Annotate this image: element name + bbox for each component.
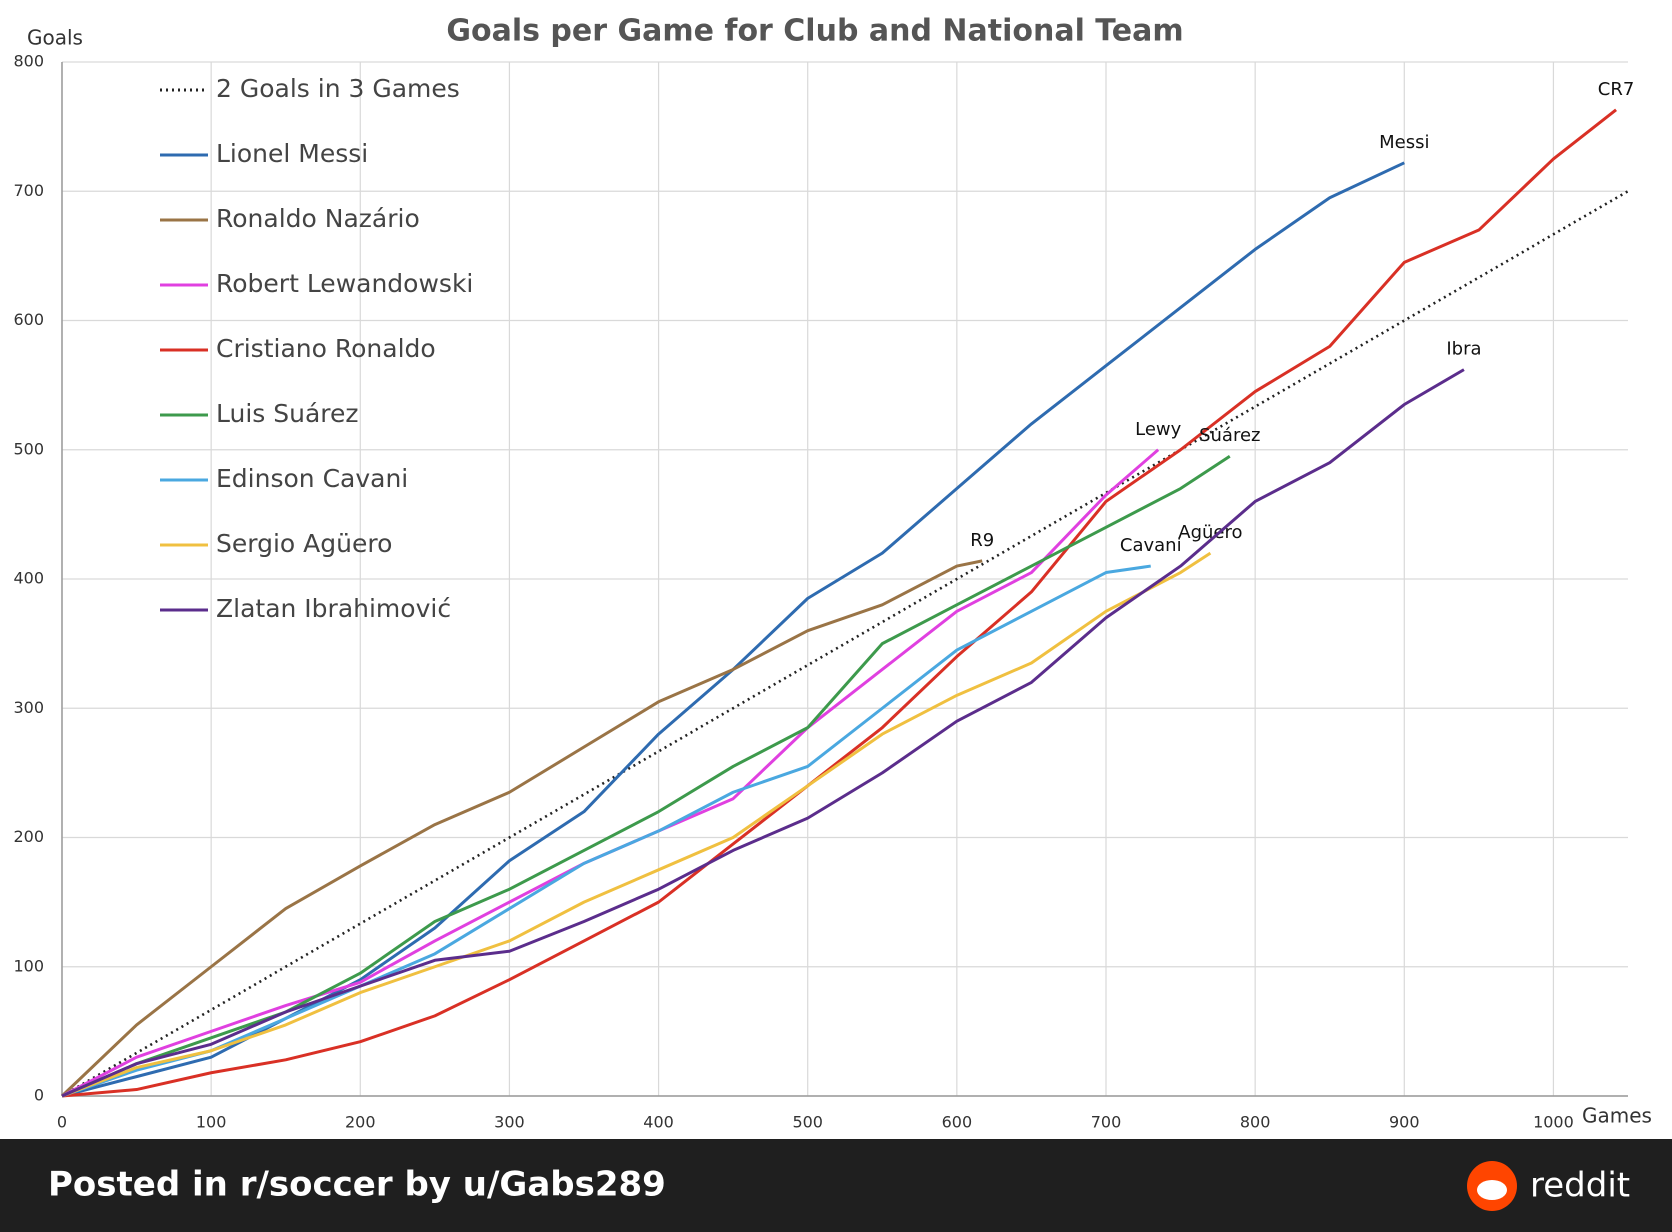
x-tick-label: 700: [1091, 1113, 1122, 1132]
y-axis-label: Goals: [27, 26, 83, 50]
y-tick-label: 200: [13, 827, 44, 846]
legend-label: Ronaldo Nazário: [216, 204, 420, 233]
reddit-logo-face: [1477, 1180, 1507, 1200]
x-tick-label: 1000: [1533, 1113, 1574, 1132]
x-tick-label: 0: [57, 1113, 67, 1132]
end-label: R9: [970, 530, 994, 551]
legend-label: Sergio Agüero: [216, 529, 392, 558]
y-tick-label: 600: [13, 310, 44, 329]
y-tick-label: 100: [13, 956, 44, 975]
chart-title: Goals per Game for Club and National Tea…: [446, 14, 1183, 49]
series-line: [61, 454, 1231, 1098]
footer-bar: [0, 1139, 1672, 1232]
x-tick-label: 200: [345, 1113, 376, 1132]
y-tick-label: 700: [13, 181, 44, 200]
x-axis-label: Games: [1582, 1104, 1652, 1128]
legend-label: Lionel Messi: [216, 139, 368, 168]
legend-label: Luis Suárez: [216, 399, 359, 428]
y-tick-label: 300: [13, 698, 44, 717]
series-line: [61, 190, 1629, 1098]
series-line: [61, 161, 1405, 1098]
series-line: [61, 108, 1617, 1098]
legend-label: Cristiano Ronaldo: [216, 334, 436, 363]
y-tick-label: 0: [34, 1086, 44, 1105]
legend-label: Edinson Cavani: [216, 464, 408, 493]
footer-text: Posted in r/soccer by u/Gabs289: [48, 1165, 666, 1205]
x-tick-label: 100: [196, 1113, 227, 1132]
end-label: Messi: [1379, 132, 1429, 153]
x-tick-label: 500: [792, 1113, 823, 1132]
x-tick-label: 300: [494, 1113, 525, 1132]
end-label: Ibra: [1446, 339, 1481, 360]
end-label: CR7: [1598, 79, 1635, 100]
x-tick-label: 800: [1240, 1113, 1271, 1132]
x-tick-label: 600: [942, 1113, 973, 1132]
legend-label: Robert Lewandowski: [216, 269, 473, 298]
x-tick-label: 900: [1389, 1113, 1420, 1132]
end-label: Suárez: [1199, 425, 1260, 446]
end-label: Cavani: [1120, 535, 1182, 556]
series-line: [61, 368, 1465, 1098]
y-tick-label: 800: [13, 52, 44, 71]
legend-label: Zlatan Ibrahimović: [216, 594, 451, 623]
series-line: [61, 551, 1212, 1098]
series-line: [61, 564, 1151, 1098]
y-tick-label: 500: [13, 439, 44, 458]
plot-area: 0 100 200 300 400 500 600 700 800 0 100 200 300 400 50…: [13, 52, 1634, 1132]
y-tick-label: 400: [13, 569, 44, 588]
end-label: Lewy: [1135, 419, 1182, 440]
series-line: [60, 559, 983, 1098]
legend-label: 2 Goals in 3 Games: [216, 74, 460, 103]
footer-brand: reddit: [1530, 1166, 1630, 1206]
x-tick-label: 400: [643, 1113, 674, 1132]
